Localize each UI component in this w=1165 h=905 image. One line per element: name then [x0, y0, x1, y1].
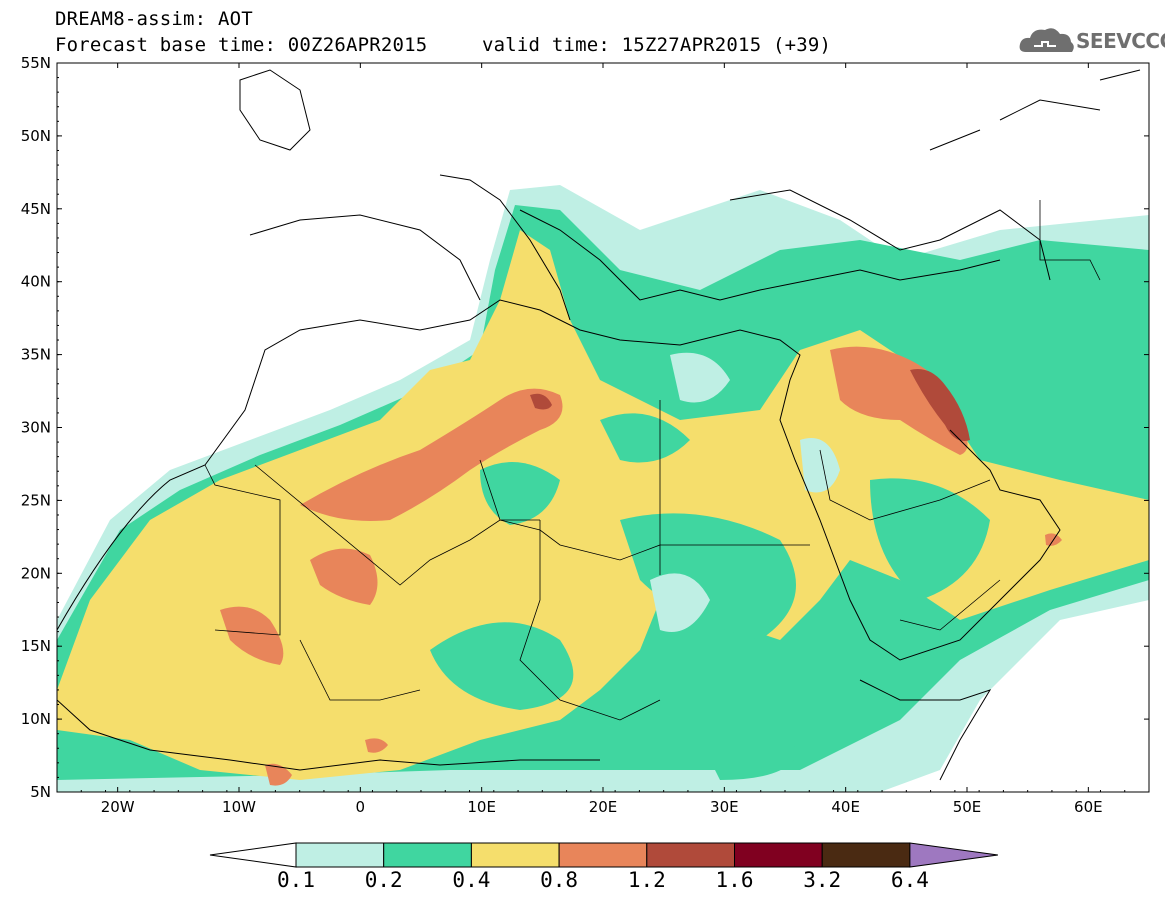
borders — [204, 200, 1101, 721]
axis-ticks: 55N 50N 45N 40N 35N 30N 25N 20N 15N 10N 5N 20W 10W 0 1… — [21, 54, 1150, 816]
base-time: Forecast base time: 00Z26APR2015 — [55, 34, 428, 56]
aot-region-1.2 — [910, 369, 970, 441]
colorbar-label: 0.4 — [452, 868, 491, 892]
colorbar-label: 3.2 — [803, 868, 842, 892]
lat-label: 50N — [21, 127, 51, 145]
colorbar-label: 0.2 — [364, 868, 403, 892]
lat-label: 10N — [21, 710, 51, 728]
lat-label: 15N — [21, 637, 51, 655]
lat-label: 20N — [21, 564, 51, 582]
colorbar-label: 1.6 — [715, 868, 754, 892]
seevccc-logo: SEEVCCC — [1018, 24, 1165, 58]
coastlines — [57, 69, 1141, 781]
colorbar-label: 0.1 — [277, 868, 315, 892]
colorbar-box — [470, 842, 560, 868]
colorbar-box — [383, 842, 472, 868]
colorbar-high-arrow — [909, 842, 998, 868]
lat-label: 5N — [30, 783, 51, 801]
lon-label: 40E — [831, 798, 860, 816]
colorbar-box — [295, 842, 385, 868]
lon-label: 50E — [953, 798, 982, 816]
logo-text: SEEVCCC — [1076, 29, 1165, 53]
lat-label: 25N — [21, 491, 51, 509]
aot-region-0.8 — [300, 388, 563, 521]
lat-label: 45N — [21, 200, 51, 218]
colorbar-box — [734, 842, 823, 868]
lon-label: 10E — [467, 798, 496, 816]
lat-label: 40N — [21, 273, 51, 291]
colorbar-box — [821, 842, 911, 868]
cloud-icon — [1019, 28, 1074, 52]
lon-label: 30E — [710, 798, 739, 816]
colorbar-label: 0.8 — [540, 868, 579, 892]
colorbar-label: 1.2 — [627, 868, 666, 892]
lat-label: 55N — [21, 54, 51, 72]
lat-label: 35N — [21, 346, 51, 364]
lon-label: 0 — [356, 798, 366, 816]
lon-label: 60E — [1074, 798, 1103, 816]
lon-label: 20E — [589, 798, 618, 816]
colorbar — [209, 842, 998, 868]
lon-label: 10W — [222, 798, 256, 816]
colorbar-low-arrow — [209, 842, 297, 868]
colorbar-label: 6.4 — [890, 868, 929, 892]
aot-field — [57, 185, 1149, 792]
colorbar-box — [646, 842, 735, 868]
lat-label: 30N — [21, 419, 51, 437]
lon-label: 20W — [101, 798, 135, 816]
colorbar-box — [558, 842, 648, 868]
chart-title: DREAM8-assim: AOT — [55, 8, 253, 30]
valid-time: valid time: 15Z27APR2015 (+39) — [482, 34, 832, 56]
